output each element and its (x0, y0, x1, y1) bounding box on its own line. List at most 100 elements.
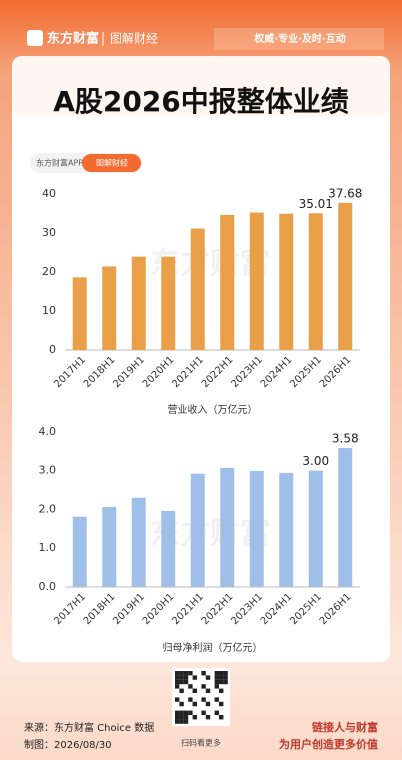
motto: 为用户创造更多价值 (279, 737, 378, 751)
motto: 链接人与财富 (312, 720, 378, 734)
bar (308, 213, 323, 350)
qr-cell (179, 671, 184, 676)
bar (102, 507, 117, 587)
y-tick-label: 4.0 (39, 425, 57, 438)
bar (279, 213, 294, 350)
qr-cell (201, 697, 206, 702)
qr-cell (214, 671, 219, 676)
qr-cell (175, 697, 180, 702)
qr-cell (175, 675, 180, 680)
qr-cell (205, 715, 211, 720)
qr-cell (179, 719, 184, 724)
qr-cell (205, 688, 211, 693)
bar (190, 473, 205, 587)
y-tick-label: 10 (42, 304, 56, 317)
qr-cell (179, 701, 184, 707)
qr-cell (201, 710, 206, 715)
qr-cell (223, 675, 228, 680)
date: 制图：2026/08/30 (24, 738, 112, 751)
bar (279, 472, 294, 587)
qr-cell (219, 679, 224, 685)
bar (72, 516, 87, 587)
qr-cell (223, 671, 228, 676)
qr-cell (192, 715, 197, 720)
qr-cell (205, 675, 211, 680)
qr-cell (201, 671, 206, 676)
bar (220, 214, 235, 350)
qr-cell (183, 675, 189, 680)
qr-cell (188, 697, 193, 702)
qr-cell (175, 679, 180, 685)
bar (72, 277, 87, 350)
card-top (12, 56, 390, 116)
bar (338, 448, 353, 587)
y-tick-label: 40 (42, 187, 56, 200)
qr-cell (192, 675, 197, 680)
slogan: 权威·专业·及时·互动 (253, 32, 345, 45)
tab: 图解财经 (96, 158, 128, 168)
qr-pattern (175, 671, 228, 724)
y-tick-label: 30 (42, 226, 56, 239)
qr-cell (214, 684, 219, 689)
source: 来源：东方财富 Choice 数据 (24, 721, 154, 734)
value-label: 3.58 (332, 432, 359, 446)
qr-cell (214, 679, 219, 685)
qr-cell (179, 715, 184, 720)
channel: 图解财经 (110, 32, 158, 46)
logo: 东方财富 (47, 31, 99, 47)
qr-cell (219, 688, 224, 693)
qr-cell (179, 679, 184, 685)
logo-icon (27, 30, 43, 46)
x-axis-title: 营业收入（万亿元） (168, 403, 258, 416)
bar (308, 470, 323, 587)
qr-cell (214, 675, 219, 680)
bar (161, 256, 176, 350)
qr-cell (192, 688, 197, 693)
qr-cell (179, 675, 184, 680)
qr-cell (214, 697, 219, 702)
qr-caption: 扫码看更多 (181, 738, 221, 748)
qr-cell (179, 688, 184, 693)
qr-cell (201, 684, 206, 689)
value-label: 37.68 (328, 186, 362, 200)
y-tick-label: 0.0 (39, 580, 57, 593)
qr-cell (188, 710, 193, 715)
y-tick-label: 2.0 (39, 502, 57, 515)
qr-cell (219, 701, 224, 707)
bar (161, 510, 176, 587)
qr-cell (183, 719, 189, 724)
bar (338, 202, 353, 350)
bar (190, 228, 205, 350)
y-tick-label: 20 (42, 265, 56, 278)
qr-cell (219, 715, 224, 720)
bar (249, 470, 264, 587)
qr-cell (223, 679, 228, 685)
qr-cell (175, 684, 180, 689)
tab-active (82, 154, 141, 172)
qr-cell (175, 671, 180, 676)
qr-cell (188, 671, 193, 676)
value-label: 35.01 (299, 197, 333, 211)
tab: 东方财富APP (36, 158, 83, 168)
bar (131, 256, 146, 350)
qr-cell (175, 719, 180, 724)
qr-cell (179, 710, 184, 715)
qr-cell (175, 715, 180, 720)
qr-cell (183, 710, 189, 715)
qr-cell (214, 710, 219, 715)
qr-cell (183, 679, 189, 685)
qr-cell (183, 671, 189, 676)
qr-cell (219, 671, 224, 676)
bar (102, 266, 117, 350)
qr-cell (183, 715, 189, 720)
title: A股2026中报整体业绩 (53, 85, 349, 118)
qr-cell (192, 701, 197, 707)
x-axis-title: 归母净利润（万亿元） (163, 641, 263, 654)
bar (220, 467, 235, 587)
qr-cell (175, 710, 180, 715)
qr-cell (219, 675, 224, 680)
qr-cell (188, 684, 193, 689)
y-tick-label: 1.0 (39, 541, 57, 554)
